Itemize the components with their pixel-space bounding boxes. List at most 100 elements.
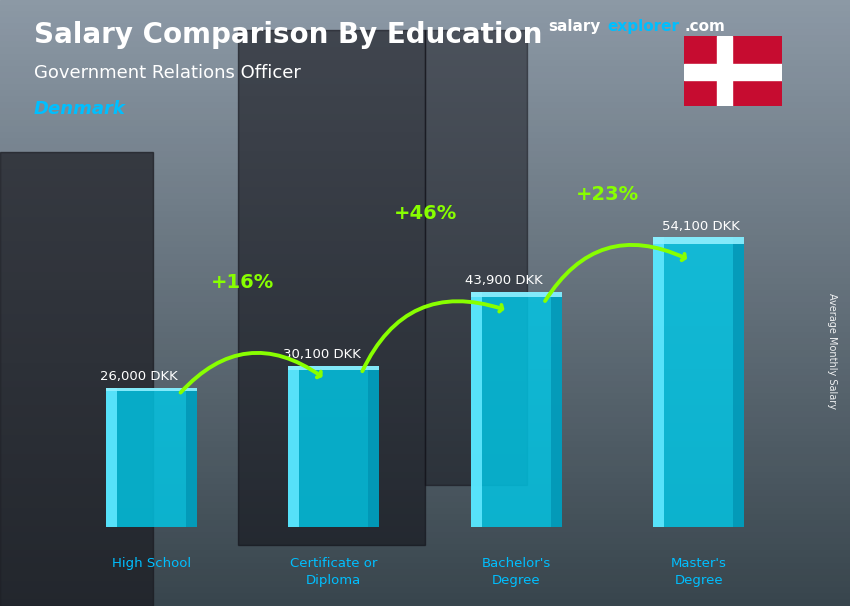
- Bar: [653, 237, 745, 244]
- Bar: [0, 515, 850, 521]
- Text: 26,000 DKK: 26,000 DKK: [100, 370, 178, 384]
- Bar: [0, 297, 850, 303]
- FancyBboxPatch shape: [105, 388, 197, 527]
- Bar: [0, 6, 850, 12]
- Bar: [0, 582, 850, 588]
- Bar: [0, 315, 850, 321]
- Bar: [0, 164, 850, 170]
- Bar: [0, 461, 850, 467]
- Bar: [0, 261, 850, 267]
- Bar: [0, 248, 850, 255]
- Bar: [0, 97, 850, 103]
- Bar: [105, 388, 116, 527]
- Text: Master's
Degree: Master's Degree: [671, 557, 727, 587]
- Bar: [0, 279, 850, 285]
- Bar: [0, 152, 850, 158]
- Bar: [0, 309, 850, 315]
- Text: .com: .com: [684, 19, 725, 35]
- Bar: [0, 351, 850, 358]
- Text: 43,900 DKK: 43,900 DKK: [465, 275, 543, 287]
- Text: salary: salary: [548, 19, 601, 35]
- Text: +23%: +23%: [576, 185, 639, 204]
- Bar: [0, 551, 850, 558]
- Bar: [734, 237, 745, 527]
- Text: +46%: +46%: [394, 204, 456, 223]
- Text: Salary Comparison By Education: Salary Comparison By Education: [34, 21, 542, 49]
- Bar: [0, 18, 850, 24]
- Bar: [0, 285, 850, 291]
- Bar: [0, 91, 850, 97]
- Bar: [0, 333, 850, 339]
- Text: +16%: +16%: [211, 273, 275, 292]
- Bar: [425, 30, 527, 485]
- Bar: [238, 30, 425, 545]
- Bar: [288, 365, 379, 370]
- Text: explorer: explorer: [608, 19, 680, 35]
- Bar: [0, 67, 850, 73]
- Bar: [0, 291, 850, 297]
- Bar: [0, 194, 850, 200]
- Bar: [0, 242, 850, 248]
- Bar: [0, 152, 153, 606]
- Bar: [0, 406, 850, 412]
- Bar: [0, 400, 850, 406]
- Bar: [0, 473, 850, 479]
- Bar: [0, 303, 850, 309]
- Bar: [0, 564, 850, 570]
- Bar: [0, 388, 850, 394]
- Text: Average Monthly Salary: Average Monthly Salary: [827, 293, 837, 410]
- Bar: [0, 370, 850, 376]
- Bar: [288, 365, 299, 527]
- Bar: [0, 224, 850, 230]
- FancyBboxPatch shape: [288, 365, 379, 527]
- Bar: [684, 64, 782, 79]
- Bar: [0, 497, 850, 503]
- Bar: [0, 109, 850, 115]
- Text: Bachelor's
Degree: Bachelor's Degree: [482, 557, 551, 587]
- Bar: [0, 85, 850, 91]
- Bar: [0, 418, 850, 424]
- Bar: [0, 188, 850, 194]
- Bar: [0, 145, 850, 152]
- Bar: [0, 479, 850, 485]
- Bar: [0, 267, 850, 273]
- Bar: [0, 12, 850, 18]
- Bar: [0, 533, 850, 539]
- Bar: [0, 491, 850, 497]
- Bar: [0, 321, 850, 327]
- Bar: [0, 327, 850, 333]
- Bar: [0, 588, 850, 594]
- Bar: [0, 394, 850, 400]
- Bar: [0, 212, 850, 218]
- Bar: [0, 42, 850, 48]
- Bar: [368, 365, 379, 527]
- Bar: [0, 121, 850, 127]
- Bar: [0, 412, 850, 418]
- Bar: [0, 36, 850, 42]
- Bar: [0, 509, 850, 515]
- Bar: [0, 364, 850, 370]
- Bar: [0, 176, 850, 182]
- Bar: [0, 467, 850, 473]
- Bar: [0, 206, 850, 212]
- Text: Government Relations Officer: Government Relations Officer: [34, 64, 301, 82]
- Bar: [0, 139, 850, 145]
- Bar: [0, 273, 850, 279]
- Bar: [0, 545, 850, 551]
- Bar: [0, 30, 850, 36]
- Bar: [0, 376, 850, 382]
- Bar: [0, 158, 850, 164]
- Bar: [0, 442, 850, 448]
- Bar: [0, 558, 850, 564]
- Bar: [0, 48, 850, 55]
- Bar: [717, 36, 732, 106]
- Bar: [0, 0, 850, 6]
- Text: Denmark: Denmark: [34, 100, 126, 118]
- Bar: [0, 424, 850, 430]
- Text: High School: High School: [112, 557, 191, 570]
- Bar: [471, 291, 482, 527]
- Bar: [0, 79, 850, 85]
- Bar: [0, 600, 850, 606]
- FancyBboxPatch shape: [471, 291, 562, 527]
- Bar: [0, 339, 850, 345]
